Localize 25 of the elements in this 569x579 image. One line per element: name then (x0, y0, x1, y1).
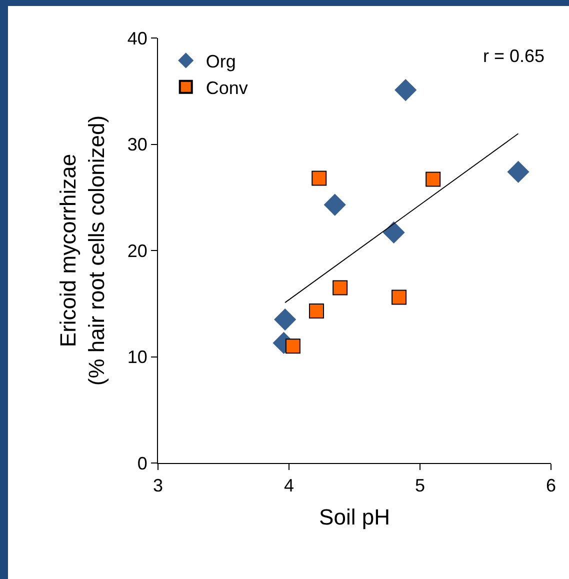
point (507, 160, 530, 183)
point (426, 172, 441, 187)
annotation: r = 0.65 (483, 46, 545, 66)
point (332, 280, 348, 296)
point (324, 194, 346, 216)
x-tick-label: 5 (414, 476, 426, 496)
point (312, 170, 327, 186)
y-tick-label: 30 (127, 134, 148, 155)
y-tick-label: 0 (137, 453, 148, 474)
y-tick-label: 10 (127, 347, 148, 368)
x-tick-label: 3 (152, 476, 164, 496)
y-tick-label: 20 (127, 240, 148, 261)
x-axis-title: Soil pH (319, 504, 390, 530)
y-tick-label: 40 (127, 28, 148, 48)
point (394, 79, 417, 102)
point (309, 304, 324, 319)
point (285, 338, 300, 354)
point (382, 221, 405, 244)
point (392, 290, 407, 305)
legend-label: Org (206, 51, 236, 72)
y-axis-title: Ericoid mycorrhizae (% hair root cells colonized) (56, 115, 110, 386)
legend-label: Conv (206, 78, 248, 98)
point (274, 308, 296, 331)
x-tick-label: 6 (546, 476, 556, 496)
x-tick-label: 4 (284, 476, 294, 496)
